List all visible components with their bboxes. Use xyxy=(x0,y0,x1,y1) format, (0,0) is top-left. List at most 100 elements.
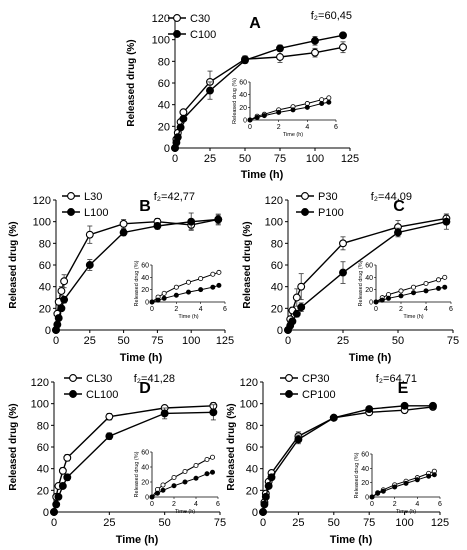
inset-series-cl100 xyxy=(149,469,215,500)
x-axis-label: Time (h) xyxy=(116,534,159,546)
inset-data-point xyxy=(319,101,325,107)
data-point xyxy=(60,295,69,304)
inset-data-point xyxy=(160,482,166,488)
legend-marker xyxy=(173,14,181,22)
y-tick-label: 120 xyxy=(31,377,49,389)
x-tick-label: 75 xyxy=(447,335,459,347)
inset-y-tick-label: 60 xyxy=(141,450,149,457)
inset-x-tick-label: 6 xyxy=(216,501,220,508)
data-point xyxy=(297,282,306,291)
inset-data-point xyxy=(216,269,222,275)
inset-data-point xyxy=(398,293,404,299)
inset-data-point xyxy=(193,475,199,481)
inset-x-tick-label: 4 xyxy=(424,306,428,313)
data-point xyxy=(179,108,188,117)
data-point xyxy=(297,303,306,312)
x-tick-label: 50 xyxy=(159,517,171,529)
data-point xyxy=(57,287,66,295)
y-tick-label: 60 xyxy=(37,442,49,454)
x-tick-label: 100 xyxy=(306,153,324,165)
y-tick-label: 0 xyxy=(43,507,49,519)
y-tick-label: 20 xyxy=(271,303,283,315)
data-point xyxy=(260,500,269,509)
data-point xyxy=(259,508,267,516)
y-tick-label: 80 xyxy=(158,56,170,68)
inset-x-tick-label: 0 xyxy=(374,306,378,313)
inset-data-point xyxy=(385,295,391,301)
inset-chart: 0 20 40 60 0 2 4 6 Time (h) Released drug (%) xyxy=(232,78,338,138)
inset-data-point xyxy=(173,292,179,298)
inset-series-c100 xyxy=(247,99,332,123)
inset-y-tick-label: 20 xyxy=(141,287,149,294)
data-point xyxy=(54,314,63,323)
inset-series-line xyxy=(371,474,435,498)
inset-y-tick-label: 60 xyxy=(361,452,369,459)
inset-chart: 0 20 40 60 0 2 4 6 Time (h) Released drug (%) xyxy=(358,260,453,320)
data-point xyxy=(50,508,58,516)
inset-data-point xyxy=(182,468,188,474)
inset-data-point xyxy=(442,284,448,290)
inset-y-axis-label: Released drug (%) xyxy=(134,451,140,497)
y-tick-label: 80 xyxy=(246,420,258,432)
inset-data-point xyxy=(414,477,420,483)
inset-data-point xyxy=(173,284,179,290)
f2-value: f₂=44,09 xyxy=(371,191,412,203)
y-tick-label: 100 xyxy=(240,399,258,411)
inset-y-tick-label: 60 xyxy=(239,80,247,87)
data-point xyxy=(339,31,347,40)
y-tick-label: 0 xyxy=(252,507,258,519)
x-tick-label: 0 xyxy=(51,517,57,529)
inset-series-l100 xyxy=(149,282,222,305)
f2-value: f₂=42,77 xyxy=(154,191,195,203)
inset-data-point xyxy=(204,456,210,462)
inset-y-tick-label: 20 xyxy=(239,105,247,112)
inset-data-point xyxy=(435,277,441,283)
x-tick-label: 25 xyxy=(84,335,96,347)
data-point xyxy=(276,53,284,61)
series-line xyxy=(262,405,433,513)
x-tick-label: 50 xyxy=(328,517,340,529)
data-point xyxy=(214,215,223,224)
data-point xyxy=(153,222,162,230)
y-tick-label: 20 xyxy=(39,303,51,315)
inset-data-point xyxy=(155,297,161,303)
inset-data-point xyxy=(304,104,310,110)
inset-x-tick-label: 0 xyxy=(370,501,374,508)
y-axis-label: Released drug (%) xyxy=(8,403,19,490)
inset-x-tick-label: 0 xyxy=(150,501,154,508)
y-tick-label: 100 xyxy=(152,35,170,47)
inset-x-tick-label: 0 xyxy=(248,124,252,131)
y-tick-label: 120 xyxy=(265,195,283,207)
x-tick-label: 0 xyxy=(285,335,291,347)
inset-chart: 0 20 40 60 0 2 4 6 Time (h) Released drug (%) xyxy=(134,450,220,516)
x-tick-label: 0 xyxy=(53,335,59,347)
inset-data-point xyxy=(254,114,260,120)
y-tick-label: 40 xyxy=(271,282,283,294)
x-tick-label: 75 xyxy=(363,517,375,529)
inset-y-tick-label: 60 xyxy=(141,263,149,270)
inset-y-axis-label: Released drug (%) xyxy=(354,452,360,498)
data-point xyxy=(261,492,270,501)
inset-y-tick-label: 0 xyxy=(365,495,369,502)
data-point xyxy=(119,228,128,237)
inset-y-tick-label: 40 xyxy=(361,466,369,473)
legend-marker xyxy=(69,390,77,398)
inset-data-point xyxy=(216,282,222,288)
legend-marker xyxy=(301,192,309,200)
series-p100: P100 xyxy=(284,207,451,334)
legend-label: CL100 xyxy=(86,389,118,401)
y-axis-label: Released drug (%) xyxy=(126,39,137,126)
data-point xyxy=(292,309,301,318)
data-point xyxy=(52,500,61,509)
inset-x-tick-label: 2 xyxy=(393,501,397,508)
inset-x-tick-label: 2 xyxy=(277,124,281,131)
inset-data-point xyxy=(209,454,215,460)
inset-data-point xyxy=(380,488,386,494)
inset-x-tick-label: 2 xyxy=(172,501,176,508)
y-tick-label: 20 xyxy=(246,485,258,497)
legend-marker xyxy=(69,374,77,382)
data-point xyxy=(365,405,374,414)
legend-label: CL30 xyxy=(86,373,112,385)
